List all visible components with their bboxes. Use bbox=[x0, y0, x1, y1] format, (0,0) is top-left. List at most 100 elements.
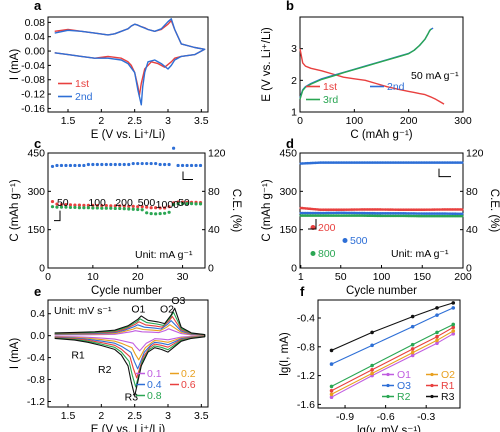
c-point-discharge bbox=[172, 203, 176, 207]
f-point-O2 bbox=[410, 350, 415, 355]
c-point-C.E. bbox=[95, 162, 99, 167]
e-peak-label: R3 bbox=[125, 391, 139, 403]
c-point-C.E. bbox=[86, 162, 90, 167]
c-point-capacity bbox=[113, 204, 117, 208]
panel-label-a: a bbox=[34, 0, 42, 13]
c-point-discharge bbox=[185, 202, 189, 206]
x-axis-label: C (mAh g⁻¹) bbox=[350, 129, 412, 141]
x-tick-label: 30 bbox=[177, 271, 189, 283]
f-point-R3 bbox=[370, 330, 374, 335]
x-tick-label: 3.5 bbox=[194, 115, 209, 127]
f-legend-marker bbox=[386, 372, 390, 377]
c-point-discharge bbox=[77, 206, 81, 210]
f-point-O2 bbox=[329, 392, 334, 397]
c-point-capacity bbox=[131, 204, 135, 209]
c-point-discharge bbox=[140, 208, 144, 212]
y-tick-label: 0.04 bbox=[25, 31, 46, 43]
x-tick-label: 1 bbox=[298, 271, 304, 283]
d-right-arrow bbox=[438, 168, 451, 178]
f-point-O2 bbox=[451, 329, 456, 333]
c-point-C.E. bbox=[113, 162, 117, 167]
f-point-R2 bbox=[370, 363, 374, 368]
c-point-capacity bbox=[59, 203, 64, 207]
b-rate-annotation: 50 mA g⁻¹ bbox=[411, 70, 459, 82]
y2-tick-label: 0 bbox=[466, 263, 472, 275]
y-axis-label: I (mA) bbox=[9, 338, 21, 369]
c-point-capacity bbox=[95, 204, 99, 208]
x-tick-label: 100 bbox=[346, 115, 364, 127]
f-legend-label: O2 bbox=[441, 369, 455, 381]
b-3rd-legend-label: 3rd bbox=[323, 94, 338, 106]
d-500-legend-label: 500 bbox=[350, 235, 368, 247]
c-point-discharge bbox=[86, 206, 90, 210]
f-point-R1 bbox=[329, 388, 334, 393]
c-point-discharge bbox=[127, 207, 131, 211]
y-tick-label: 3 bbox=[291, 43, 297, 55]
f-legend-label: R3 bbox=[441, 391, 455, 403]
f-point-O3 bbox=[451, 306, 456, 310]
c-point-C.E. bbox=[136, 161, 140, 166]
x-axis-label: Cycle number bbox=[346, 285, 417, 297]
c-point-discharge bbox=[131, 207, 135, 211]
c-point-discharge bbox=[145, 211, 149, 215]
c-point-capacity bbox=[127, 204, 131, 209]
y-tick-label: 450 bbox=[279, 148, 297, 160]
gcd-curve-1st bbox=[299, 48, 445, 105]
c-point-capacity bbox=[158, 206, 162, 210]
c-point-discharge bbox=[100, 206, 104, 210]
axes-frame bbox=[47, 16, 209, 113]
panel-label-e: e bbox=[34, 284, 41, 299]
y-tick-label: 1 bbox=[291, 107, 297, 119]
axes-frame bbox=[317, 299, 461, 409]
y-axis-label: I (mA) bbox=[9, 49, 21, 80]
y-axis-label: lg(I, mA) bbox=[279, 332, 291, 376]
x-tick-label: 2.5 bbox=[127, 115, 142, 127]
y-tick-label: 150 bbox=[279, 224, 297, 236]
f-point-R1 bbox=[435, 334, 439, 339]
f-point-O3 bbox=[435, 313, 439, 317]
c-point-discharge bbox=[194, 202, 198, 206]
c-point-discharge bbox=[136, 207, 140, 212]
c-rate-label: 100 bbox=[88, 197, 106, 209]
c-point-capacity bbox=[140, 205, 144, 209]
c-point-discharge bbox=[118, 206, 122, 211]
f-legend-label: O1 bbox=[397, 369, 411, 381]
c-point-discharge bbox=[122, 207, 126, 211]
e-peak-label: R2 bbox=[98, 364, 112, 376]
f-point-O1 bbox=[329, 395, 334, 400]
c-point-C.E. bbox=[163, 162, 167, 167]
c-point-C.E. bbox=[158, 162, 162, 167]
x-tick-label: -0.6 bbox=[377, 411, 395, 423]
cv-curve-2nd bbox=[54, 18, 206, 106]
c-point-C.E. bbox=[118, 162, 122, 167]
f-legend-marker bbox=[430, 372, 434, 377]
c-point-C.E. bbox=[122, 162, 126, 167]
f-legend-marker bbox=[386, 383, 390, 388]
axes-frame bbox=[47, 299, 209, 408]
c-rate-label: 50 bbox=[57, 197, 69, 209]
c-point-capacity bbox=[122, 204, 126, 208]
c-point-C.E. bbox=[145, 161, 149, 166]
c-point-discharge bbox=[154, 212, 158, 216]
c-point-capacity bbox=[149, 206, 153, 210]
c-point-discharge bbox=[50, 205, 55, 209]
c-point-capacity bbox=[82, 203, 86, 207]
c-point-capacity bbox=[167, 205, 171, 209]
f-point-R3 bbox=[435, 306, 439, 310]
c-point-C.E. bbox=[82, 163, 86, 168]
e-legend-label: 0.2 bbox=[181, 368, 196, 380]
panel-b: b 0 100 200 300 1 2 3 C (mAh g⁻¹) E (V vs. Li⁺/Li… bbox=[261, 0, 472, 141]
f-point-R3 bbox=[410, 314, 415, 319]
c-point-C.E. bbox=[131, 161, 135, 166]
y2-tick-label: 40 bbox=[208, 224, 220, 236]
x-tick-label: 20 bbox=[132, 271, 144, 283]
y-tick-label: 0.4 bbox=[30, 308, 45, 320]
c-point-C.E. bbox=[77, 163, 81, 168]
x-tick-label: 3 bbox=[165, 410, 171, 422]
y2-tick-label: 120 bbox=[466, 148, 484, 160]
a-2nd-legend-label: 2nd bbox=[75, 91, 93, 103]
y-tick-label: 300 bbox=[279, 186, 297, 198]
c-point-C.E. bbox=[189, 163, 194, 168]
